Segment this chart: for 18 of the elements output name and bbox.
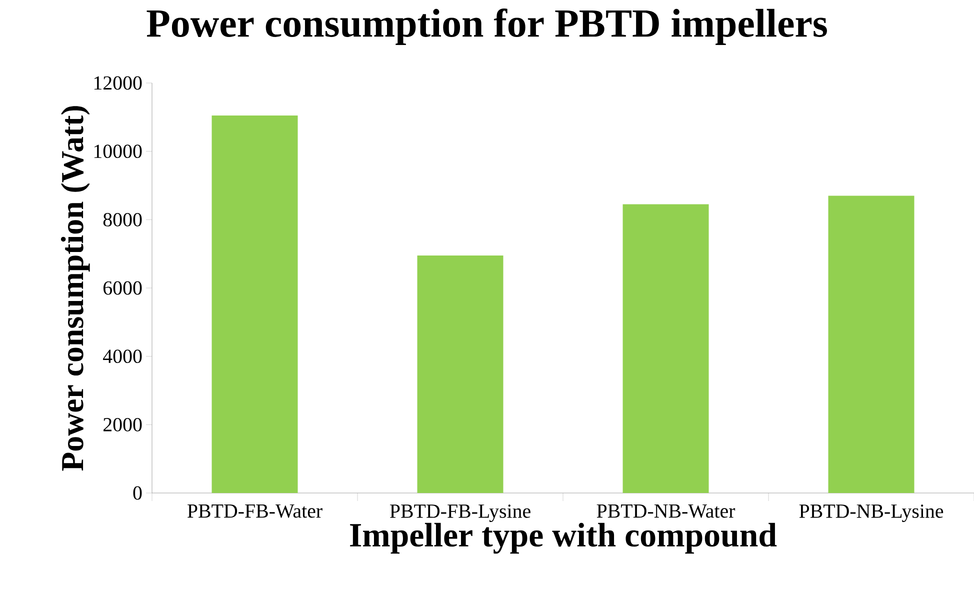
y-tick-label: 10000 [94,144,142,158]
y-axis-title: Power consumption (Watt) [60,106,90,471]
y-tick-label: 4000 [103,350,142,364]
y-tick-label: 6000 [103,281,142,295]
y-tick-label: 12000 [94,76,142,90]
x-axis-title: Impeller type with compound [350,522,777,554]
bar [212,115,298,493]
x-tick-label: PBTD-FB-Lysine [390,504,530,522]
y-tick-label: 8000 [103,212,142,226]
x-tick-label: PBTD-NB-Lysine [799,504,944,522]
bar [622,204,709,493]
x-tick-label: PBTD-FB-Water [188,504,322,518]
x-tick-label: PBTD-NB-Water [596,504,736,518]
y-tick-label: 0 [133,486,142,500]
y-tick-label: 2000 [104,418,142,432]
chart-title: Power consumption for PBTD impellers [146,8,827,46]
bar [417,256,504,493]
bar [828,196,914,493]
